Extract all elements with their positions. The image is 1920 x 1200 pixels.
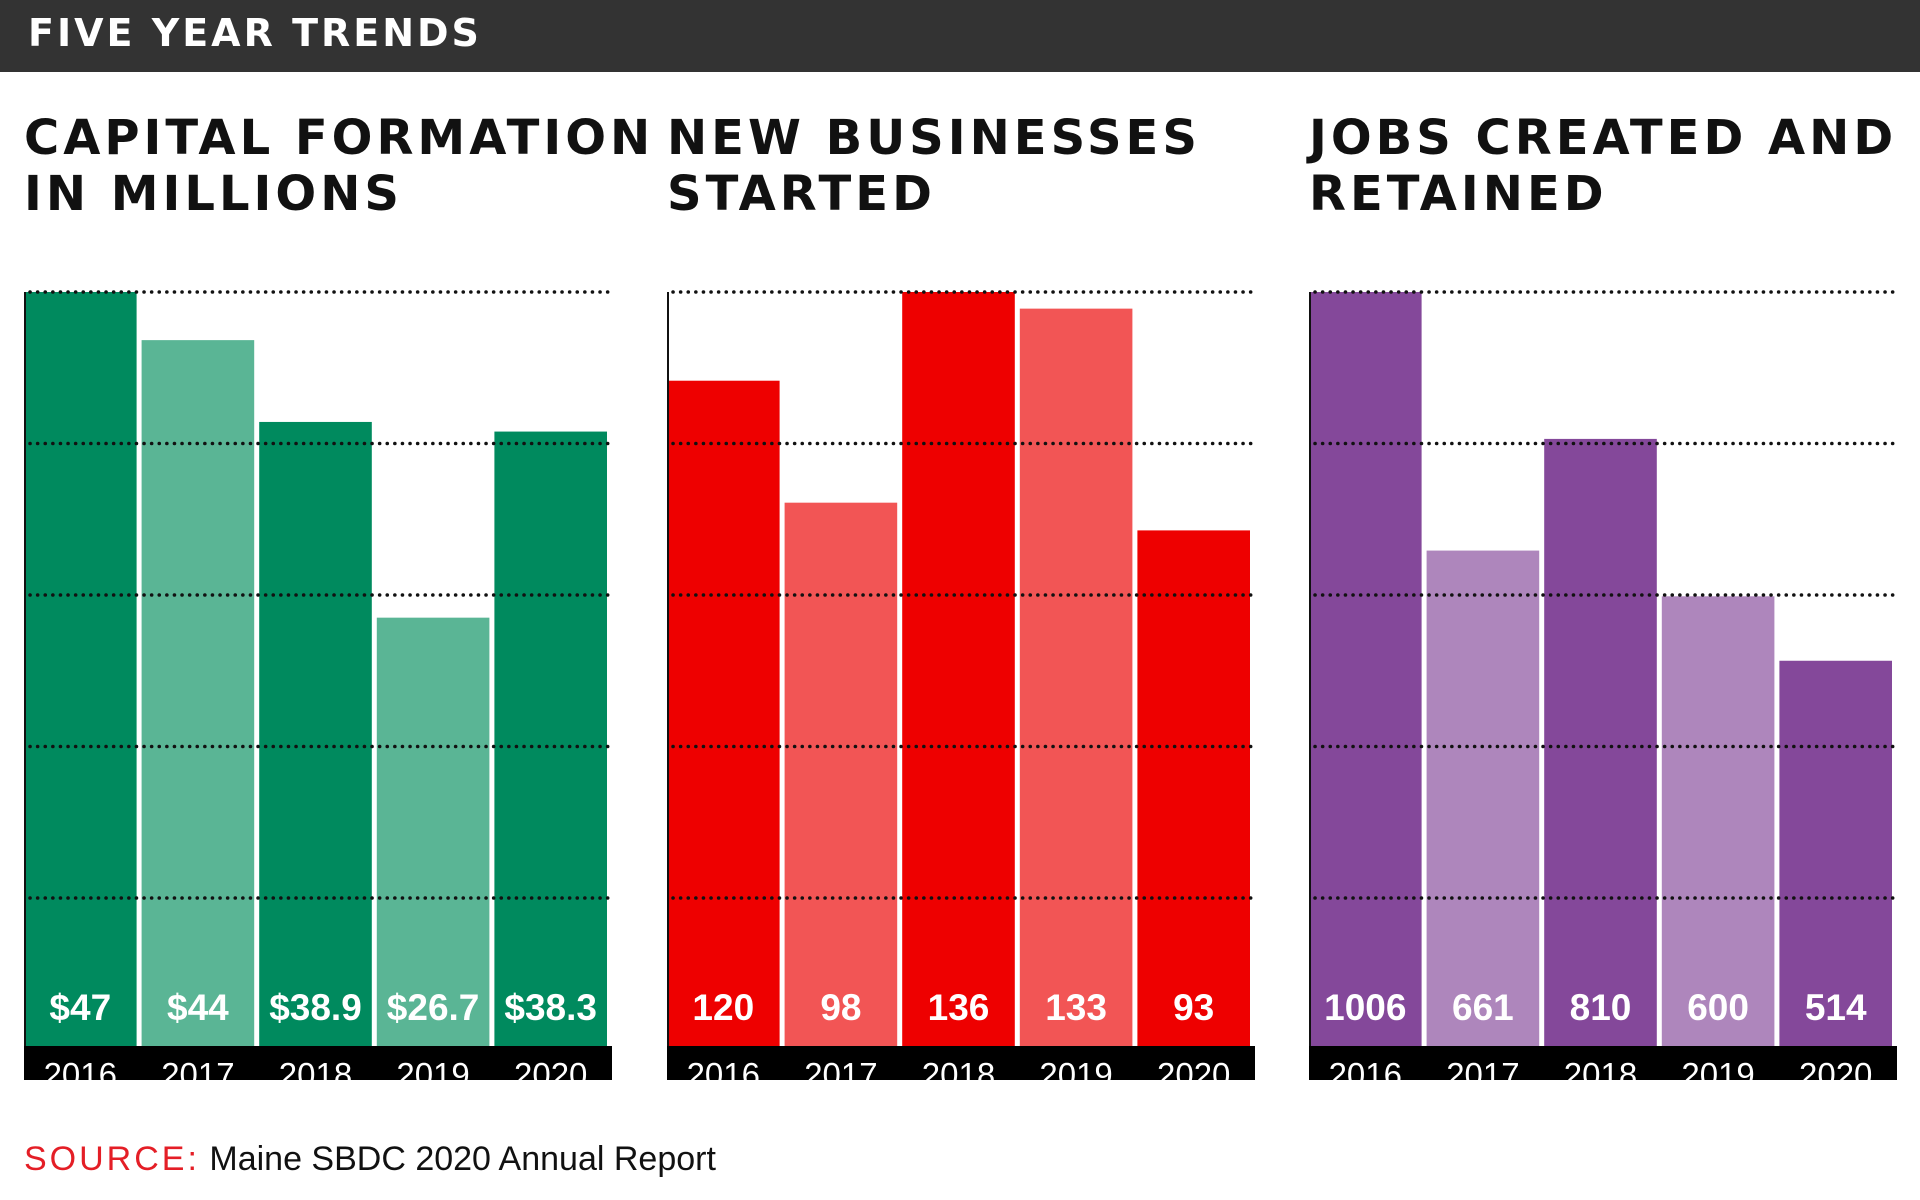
chart-title-jobs: JOBS CREATED AND RETAINED bbox=[1309, 110, 1898, 222]
chart-title-capital-formation: CAPITAL FORMATION IN MILLIONS bbox=[24, 110, 655, 222]
source-note: SOURCE: Maine SBDC 2020 Annual Report bbox=[24, 1140, 716, 1179]
x-tick-label-2019: 2019 bbox=[1681, 1056, 1754, 1080]
x-tick-label-2018: 2018 bbox=[1564, 1056, 1637, 1080]
value-label-2020: 93 bbox=[1173, 987, 1214, 1028]
bar-2016 bbox=[1309, 292, 1422, 1046]
x-tick-label-2020: 2020 bbox=[1799, 1056, 1872, 1080]
x-tick-label-2017: 2017 bbox=[804, 1056, 877, 1080]
value-label-2017: $44 bbox=[167, 987, 229, 1028]
x-tick-label-2016: 2016 bbox=[1329, 1056, 1402, 1080]
value-label-2019: 133 bbox=[1045, 987, 1107, 1028]
value-label-2016: 1006 bbox=[1324, 987, 1406, 1028]
chart-panel-jobs: JOBS CREATED AND RETAINED 1006 661 810 600 5… bbox=[1309, 110, 1909, 1110]
chart-panel-capital-formation: CAPITAL FORMATION IN MILLIONS $47 $44 $38.… bbox=[24, 110, 650, 1110]
year-strip bbox=[1309, 1046, 1897, 1080]
year-strip bbox=[24, 1046, 612, 1080]
source-label: SOURCE: bbox=[24, 1140, 200, 1178]
source-text: Maine SBDC 2020 Annual Report bbox=[209, 1140, 716, 1178]
value-label-2020: 514 bbox=[1805, 987, 1867, 1028]
bar-2020 bbox=[1779, 660, 1892, 1046]
bar-2016 bbox=[24, 292, 137, 1046]
bar-2017 bbox=[1426, 550, 1540, 1046]
x-tick-label-2016: 2016 bbox=[687, 1056, 760, 1080]
x-tick-label-2017: 2017 bbox=[161, 1056, 234, 1080]
chart-panel-new-businesses: NEW BUSINESSES STARTED 120 98 136 133 93 2016… bbox=[667, 110, 1267, 1110]
bar-2019 bbox=[1661, 596, 1775, 1046]
x-tick-label-2018: 2018 bbox=[279, 1056, 352, 1080]
x-tick-label-2019: 2019 bbox=[396, 1056, 469, 1080]
bar-2020 bbox=[1137, 530, 1250, 1046]
bar-2017 bbox=[141, 340, 255, 1046]
x-tick-label-2020: 2020 bbox=[1157, 1056, 1230, 1080]
x-tick-label-2020: 2020 bbox=[514, 1056, 587, 1080]
chart-jobs-created: 1006 661 810 600 514 2016 2017 2018 2019 2020 bbox=[1309, 290, 1897, 1080]
value-label-2018: 136 bbox=[928, 987, 990, 1028]
chart-new-businesses: 120 98 136 133 93 2016 2017 2018 2019 2020 bbox=[667, 290, 1255, 1080]
page-title: FIVE YEAR TRENDS bbox=[28, 11, 482, 55]
x-tick-label-2019: 2019 bbox=[1039, 1056, 1112, 1080]
value-label-2018: $38.9 bbox=[269, 987, 362, 1028]
chart-title-new-businesses: NEW BUSINESSES STARTED bbox=[667, 110, 1201, 222]
value-label-2018: 810 bbox=[1570, 987, 1632, 1028]
bar-2020 bbox=[494, 431, 607, 1046]
year-strip bbox=[667, 1046, 1255, 1080]
value-label-2017: 98 bbox=[820, 987, 861, 1028]
bar-2018 bbox=[902, 292, 1015, 1046]
value-label-2017: 661 bbox=[1452, 987, 1514, 1028]
x-tick-label-2016: 2016 bbox=[44, 1056, 117, 1080]
value-label-2019: $26.7 bbox=[387, 987, 480, 1028]
bar-2019 bbox=[376, 617, 490, 1046]
bar-2018 bbox=[259, 421, 372, 1046]
x-tick-label-2018: 2018 bbox=[922, 1056, 995, 1080]
x-tick-label-2017: 2017 bbox=[1446, 1056, 1519, 1080]
header-bar: FIVE YEAR TRENDS bbox=[0, 0, 1920, 72]
bar-2017 bbox=[784, 502, 898, 1046]
value-label-2019: 600 bbox=[1687, 987, 1749, 1028]
value-label-2020: $38.3 bbox=[504, 987, 597, 1028]
value-label-2016: $47 bbox=[49, 987, 111, 1028]
bar-2016 bbox=[667, 380, 780, 1046]
bar-2018 bbox=[1544, 438, 1657, 1046]
bar-2019 bbox=[1019, 308, 1133, 1047]
value-label-2016: 120 bbox=[692, 987, 754, 1028]
chart-capital-formation: $47 $44 $38.9 $26.7 $38.3 2016 2017 2018 2019 202… bbox=[24, 290, 612, 1080]
